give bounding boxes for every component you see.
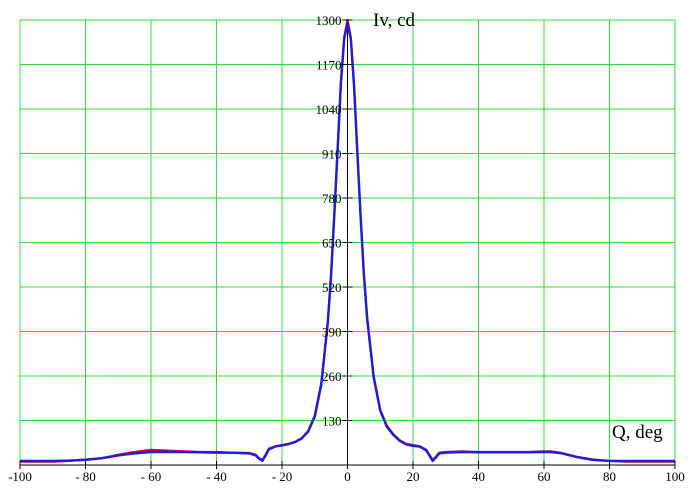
y-tick-label: 780 [322,191,342,206]
series-line-2 [20,22,675,463]
x-tick-label: -100 [8,469,32,484]
tick-labels: -100 - 80 - 60 - 40 - 20 0 20 40 60 80 100 130 260 39… [8,13,685,484]
x-tick-label: - 60 [141,469,162,484]
y-tick-label: 1300 [316,13,342,28]
x-tick-label: 60 [538,469,551,484]
y-tick-label: 1170 [316,58,342,73]
y-tick-label: 910 [322,147,342,162]
y-tick-label: 130 [322,414,342,429]
y-tick-label: 650 [322,236,342,251]
x-tick-label: 80 [603,469,616,484]
x-tick-label: 20 [407,469,420,484]
x-tick-label: 40 [472,469,485,484]
y-axis-title: Iv, cd [373,10,416,31]
y-tick-label: 260 [322,369,342,384]
y-tick-label: 390 [322,325,342,340]
x-tick-label: - 20 [272,469,293,484]
y-tick-label: 520 [322,280,342,295]
x-tick-label: - 80 [75,469,96,484]
x-tick-label: 100 [665,469,685,484]
x-axis-title: Q, deg [612,422,663,443]
series-group [20,18,675,463]
x-tick-label: 0 [344,469,351,484]
x-tick-label: - 40 [206,469,227,484]
y-tick-label: 1040 [316,102,342,117]
